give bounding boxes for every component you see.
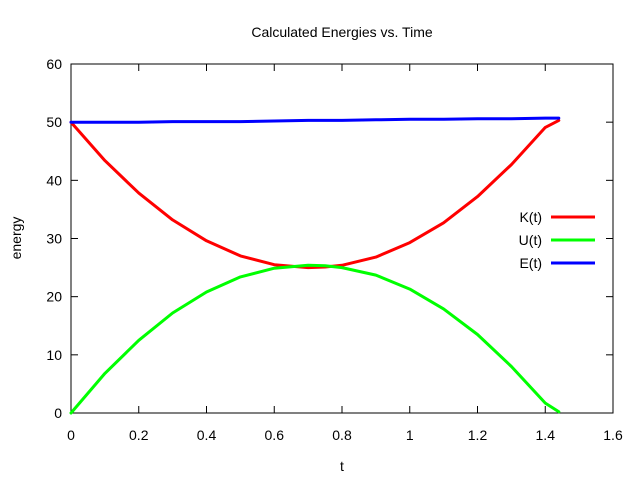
y-tick-label: 30 xyxy=(46,231,62,247)
y-tick-label: 0 xyxy=(54,405,62,421)
axis-tick-labels: 0 0.2 0.4 0.6 0.8 1 1.2 1.4 1.6 0 10 20 30 40 50 60 xyxy=(46,56,623,443)
y-tick-label: 50 xyxy=(46,114,62,130)
y-tick-label: 20 xyxy=(46,289,62,305)
x-tick-label: 1.4 xyxy=(536,427,556,443)
legend-label-kt: K(t) xyxy=(519,209,542,225)
x-tick-label: 1 xyxy=(406,427,414,443)
series-line-ut xyxy=(69,263,561,415)
chart-title: Calculated Energies vs. Time xyxy=(251,24,433,40)
legend: K(t) U(t) E(t) xyxy=(519,209,595,271)
x-tick-label: 1.2 xyxy=(468,427,488,443)
y-tick-label: 10 xyxy=(46,347,62,363)
x-tick-label: 0 xyxy=(67,427,75,443)
x-tick-label: 0.8 xyxy=(332,427,352,443)
y-tick-label: 40 xyxy=(46,172,62,188)
x-tick-label: 0.2 xyxy=(129,427,149,443)
series-line-et xyxy=(69,116,561,124)
x-tick-label: 0.4 xyxy=(197,427,217,443)
legend-label-et: E(t) xyxy=(519,255,542,271)
x-tick-label: 1.6 xyxy=(603,427,623,443)
series-line-kt xyxy=(69,118,561,270)
series-layer xyxy=(69,116,561,415)
x-axis-title: t xyxy=(340,458,344,474)
legend-label-ut: U(t) xyxy=(519,232,542,248)
x-tick-label: 0.6 xyxy=(265,427,285,443)
y-tick-label: 60 xyxy=(46,56,62,72)
y-axis-title: energy xyxy=(8,217,24,260)
axis-ticks xyxy=(70,63,614,414)
